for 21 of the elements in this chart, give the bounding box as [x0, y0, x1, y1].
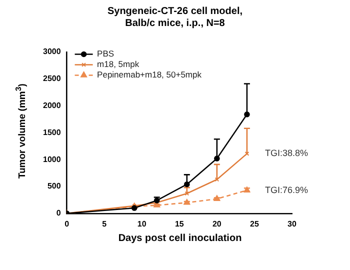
x-tick-label: 0	[64, 219, 70, 228]
y-tick-label: 1500	[43, 128, 62, 137]
x-tick-label: 10	[137, 219, 147, 228]
legend-label: Pepinemab+m18, 50+5mpk	[97, 70, 202, 80]
y-tick-label: 0	[56, 208, 62, 218]
y-tick-label: 500	[47, 182, 62, 191]
legend-label: m18, 5mpk	[97, 59, 140, 70]
x-tick-label: 20	[212, 219, 222, 228]
x-axis-title: Days post cell inoculation	[117, 233, 243, 244]
x-tick-label: 30	[288, 219, 297, 228]
x-tick-label: 5	[102, 219, 108, 228]
x-tick-label: 15	[174, 219, 184, 228]
y-tick-label: 2000	[43, 101, 62, 110]
x-tick-label: 25	[250, 219, 260, 228]
y-tick-label: 2500	[43, 74, 62, 84]
y-tick-label: 3000	[43, 47, 62, 56]
legend-label: PBS	[97, 48, 114, 59]
annotation: TGI:38.8%	[264, 148, 308, 158]
annotation: TGI:76.9%	[264, 184, 308, 195]
chart-title: Syngeneic-CT-26 cell model, Balb/c mice, i.p., N=8	[106, 6, 244, 30]
y-tick-label: 1000	[43, 154, 62, 164]
